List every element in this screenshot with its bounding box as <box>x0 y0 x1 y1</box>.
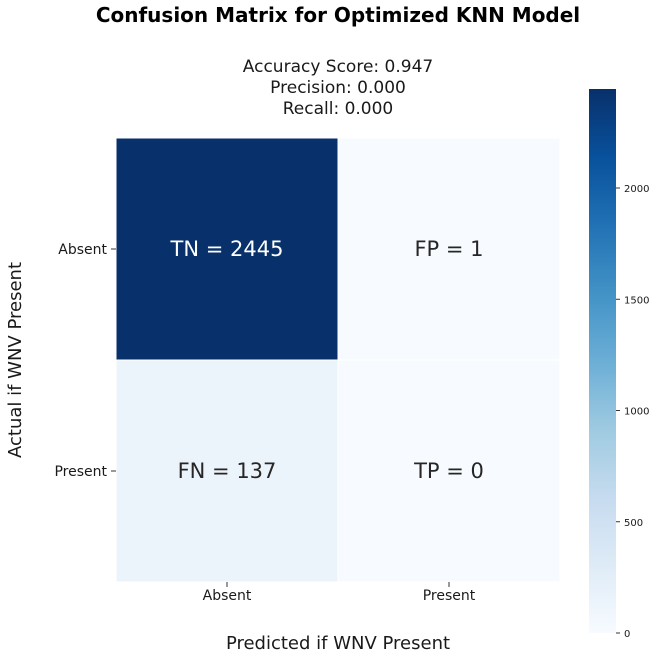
cell-value-label: TN = 2445 <box>170 237 284 261</box>
x-tick-label: Absent <box>203 588 252 604</box>
cell-value-label: FN = 137 <box>178 459 277 483</box>
y-tick-label: Present <box>54 464 107 480</box>
recall-text: Recall: 0.000 <box>283 99 394 119</box>
heatmap-cell <box>337 137 561 361</box>
y-tick-label: Absent <box>58 242 107 258</box>
accuracy-score-text: Accuracy Score: 0.947 <box>243 57 433 77</box>
colorbar-tick-label: 500 <box>624 518 643 529</box>
y-axis-label: Actual if WNV Present <box>5 262 26 458</box>
cell-value-label: TP = 0 <box>413 459 484 483</box>
colorbar <box>589 89 616 633</box>
cell-value-label: FP = 1 <box>414 237 483 261</box>
chart-suptitle: Confusion Matrix for Optimized KNN Model <box>96 3 580 27</box>
colorbar-tick-label: 0 <box>624 629 630 640</box>
colorbar-ticks: 0 500 1000 1500 2000 <box>616 184 649 640</box>
precision-text: Precision: 0.000 <box>270 78 406 98</box>
x-axis-label: Predicted if WNV Present <box>226 633 450 654</box>
y-tick-labels: Absent Present <box>54 242 116 480</box>
colorbar-tick-label: 2000 <box>624 184 649 195</box>
colorbar-tick-label: 1500 <box>624 295 649 306</box>
heatmap-cell <box>337 359 561 583</box>
heatmap-cell <box>115 137 339 361</box>
heatmap-grid: TN = 2445 FP = 1 FN = 137 TP = 0 <box>115 137 561 583</box>
heatmap-cell <box>115 359 339 583</box>
colorbar-tick-label: 1000 <box>624 407 649 418</box>
x-tick-labels: Absent Present <box>203 582 476 604</box>
x-tick-label: Present <box>423 588 476 604</box>
